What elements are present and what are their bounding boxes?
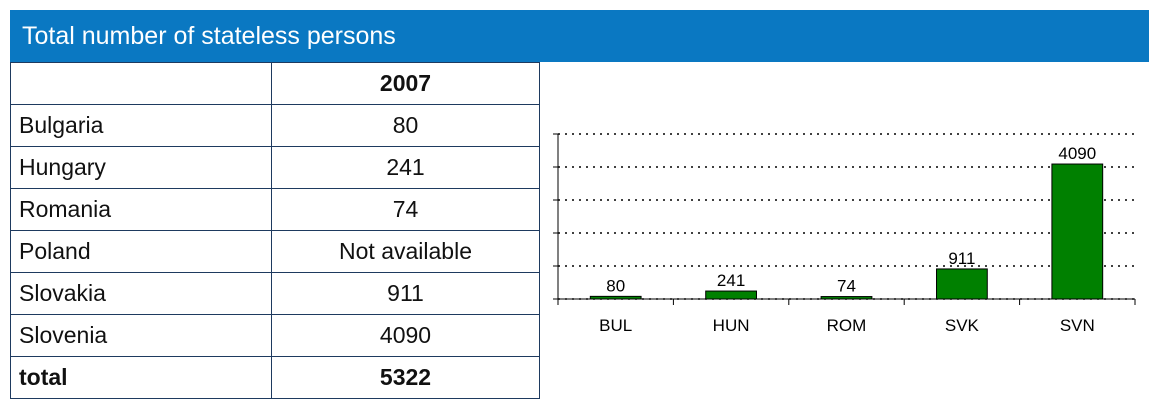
data-label: 911	[948, 249, 975, 268]
table-row: Poland Not available	[10, 230, 540, 273]
x-tick-label: SVN	[1060, 316, 1095, 335]
data-table: 2007 Bulgaria 80 Hungary 241 Romania 74 Poland…	[10, 62, 540, 399]
value-cell: 5322	[271, 356, 540, 399]
data-label: 80	[606, 276, 625, 295]
country-cell: Poland	[10, 230, 272, 273]
bar	[936, 268, 988, 300]
data-label: 241	[717, 271, 745, 290]
country-cell: Romania	[10, 188, 272, 231]
total-row: total 5322	[10, 356, 540, 399]
country-cell: Hungary	[10, 146, 272, 189]
table-row: Slovenia 4090	[10, 314, 540, 357]
value-cell: Not available	[271, 230, 540, 273]
data-label: 74	[837, 277, 856, 296]
x-tick-label: SVK	[945, 316, 980, 335]
value-cell: 80	[271, 104, 540, 147]
table-row: Hungary 241	[10, 146, 540, 189]
value-cell: 4090	[271, 314, 540, 357]
table-row: Bulgaria 80	[10, 104, 540, 147]
country-cell: Slovakia	[10, 272, 272, 315]
title-bar: Total number of stateless persons	[10, 10, 1149, 62]
value-cell: 911	[271, 272, 540, 315]
country-cell: Slovenia	[10, 314, 272, 357]
value-cell: 74	[271, 188, 540, 231]
x-tick-label: BUL	[599, 316, 632, 335]
table-row: Romania 74	[10, 188, 540, 231]
x-tick-label: ROM	[827, 316, 867, 335]
x-tick-label: HUN	[713, 316, 750, 335]
country-cell: Bulgaria	[10, 104, 272, 147]
value-cell: 241	[271, 146, 540, 189]
country-cell: total	[10, 356, 272, 399]
chart: BUL 80 HUN 241 ROM 74 SVK 911 SVN 4090	[553, 133, 1136, 335]
header-cell: 2007	[271, 62, 540, 105]
bar	[1051, 163, 1104, 300]
header-row: 2007	[10, 62, 540, 105]
data-label: 4090	[1058, 144, 1096, 163]
bar	[705, 290, 757, 300]
bar	[820, 296, 873, 300]
header-cell	[10, 62, 272, 105]
title: Total number of stateless persons	[22, 22, 396, 50]
bar	[589, 295, 642, 300]
table-body: 2007 Bulgaria 80 Hungary 241 Romania 74 Poland…	[10, 62, 540, 399]
table-row: Slovakia 911	[10, 272, 540, 315]
